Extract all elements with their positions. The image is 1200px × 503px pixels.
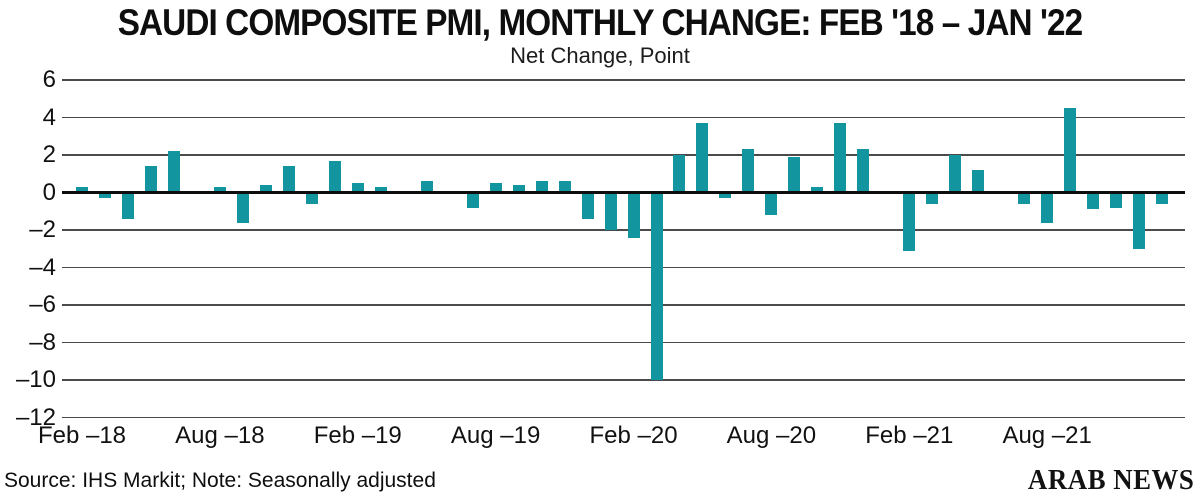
bar-feb-18: [76, 186, 88, 193]
bar-nov-21: [1110, 192, 1123, 208]
xtick-label-aug-20: Aug –20: [726, 422, 817, 449]
bar-nov-19: [558, 181, 571, 193]
xtick-label-aug-19: Aug –19: [450, 422, 541, 449]
bar-aug-21: [1041, 192, 1054, 223]
bar-jul-19: [466, 192, 479, 208]
bar-feb-21: [903, 192, 916, 251]
ytick-label--10: –10: [15, 366, 56, 394]
bar-feb-20: [627, 192, 640, 238]
bar-jan-20: [604, 192, 617, 231]
bar-may-19: [420, 181, 433, 193]
chart-subtitle: Net Change, Point: [510, 43, 690, 68]
bar-oct-20: [811, 186, 824, 193]
bar-nov-20: [834, 123, 847, 193]
bar-dec-21: [1133, 192, 1146, 249]
gridline-y--6: [62, 304, 1185, 306]
bar-sep-20: [788, 156, 801, 193]
source-note: Source: IHS Markit; Note: Seasonally adj…: [4, 469, 436, 492]
gridline-y-6: [62, 79, 1185, 81]
bar-jun-20: [719, 192, 732, 199]
bar-jan-22: [1156, 192, 1169, 204]
xtick-label-aug-21: Aug –21: [1002, 422, 1092, 449]
bar-aug-19: [489, 183, 502, 193]
ytick-label-0: 0: [42, 178, 56, 206]
bar-may-18: [144, 166, 157, 193]
bar-oct-19: [535, 181, 548, 193]
bar-may-20: [696, 123, 709, 193]
bar-dec-18: [305, 192, 318, 204]
gridline-y--2: [62, 229, 1185, 231]
bar-apr-18: [121, 192, 134, 219]
bar-aug-18: [213, 186, 226, 193]
ytick-label--8: –8: [29, 328, 56, 356]
xtick-label-feb-19: Feb –19: [313, 422, 402, 449]
bar-mar-21: [926, 192, 939, 204]
bar-nov-18: [282, 166, 295, 193]
bar-feb-19: [351, 183, 364, 193]
gridline-y-4: [62, 116, 1185, 119]
gridline-y-2: [62, 154, 1185, 156]
gridline-y--12: [62, 416, 1185, 419]
bar-oct-21: [1087, 192, 1100, 210]
brand-wordmark: ARAB NEWS: [1027, 465, 1194, 496]
bar-sep-21: [1064, 108, 1077, 193]
bar-jan-19: [328, 160, 341, 193]
gridline-y--10: [62, 379, 1185, 381]
bar-aug-20: [765, 192, 778, 216]
bar-mar-20: [650, 192, 663, 381]
bar-sep-18: [236, 192, 249, 223]
gridline-y--4: [62, 266, 1185, 269]
bar-dec-20: [857, 149, 870, 193]
bar-mar-18: [98, 192, 111, 199]
bar-sep-19: [512, 185, 525, 193]
bar-jul-20: [742, 149, 755, 193]
xtick-label-feb-21: Feb –21: [865, 422, 954, 449]
bar-oct-18: [259, 185, 272, 193]
ytick-label-2: 2: [42, 141, 56, 169]
bar-dec-19: [581, 192, 594, 219]
ytick-label-6: 6: [42, 66, 56, 93]
bar-apr-21: [949, 155, 962, 193]
bar-mar-19: [374, 186, 387, 193]
xtick-label-feb-18: Feb –18: [37, 422, 127, 449]
gridline-y--8: [62, 341, 1185, 344]
ytick-label-4: 4: [42, 103, 56, 131]
ytick-label--2: –2: [29, 216, 56, 244]
xtick-label-feb-20: Feb –20: [589, 422, 678, 449]
zero-axis-line: [62, 191, 1185, 195]
chart-title: SAUDI COMPOSITE PMI, MONTHLY CHANGE: FEB…: [117, 2, 1083, 43]
bar-jul-21: [1018, 192, 1031, 204]
ytick-label--12: –12: [15, 403, 56, 431]
ytick-label--4: –4: [29, 253, 56, 281]
xtick-label-aug-18: Aug –18: [175, 422, 265, 449]
bar-jun-18: [167, 151, 180, 193]
bar-apr-20: [673, 155, 686, 193]
bar-may-21: [972, 170, 985, 193]
ytick-label--6: –6: [29, 291, 56, 319]
